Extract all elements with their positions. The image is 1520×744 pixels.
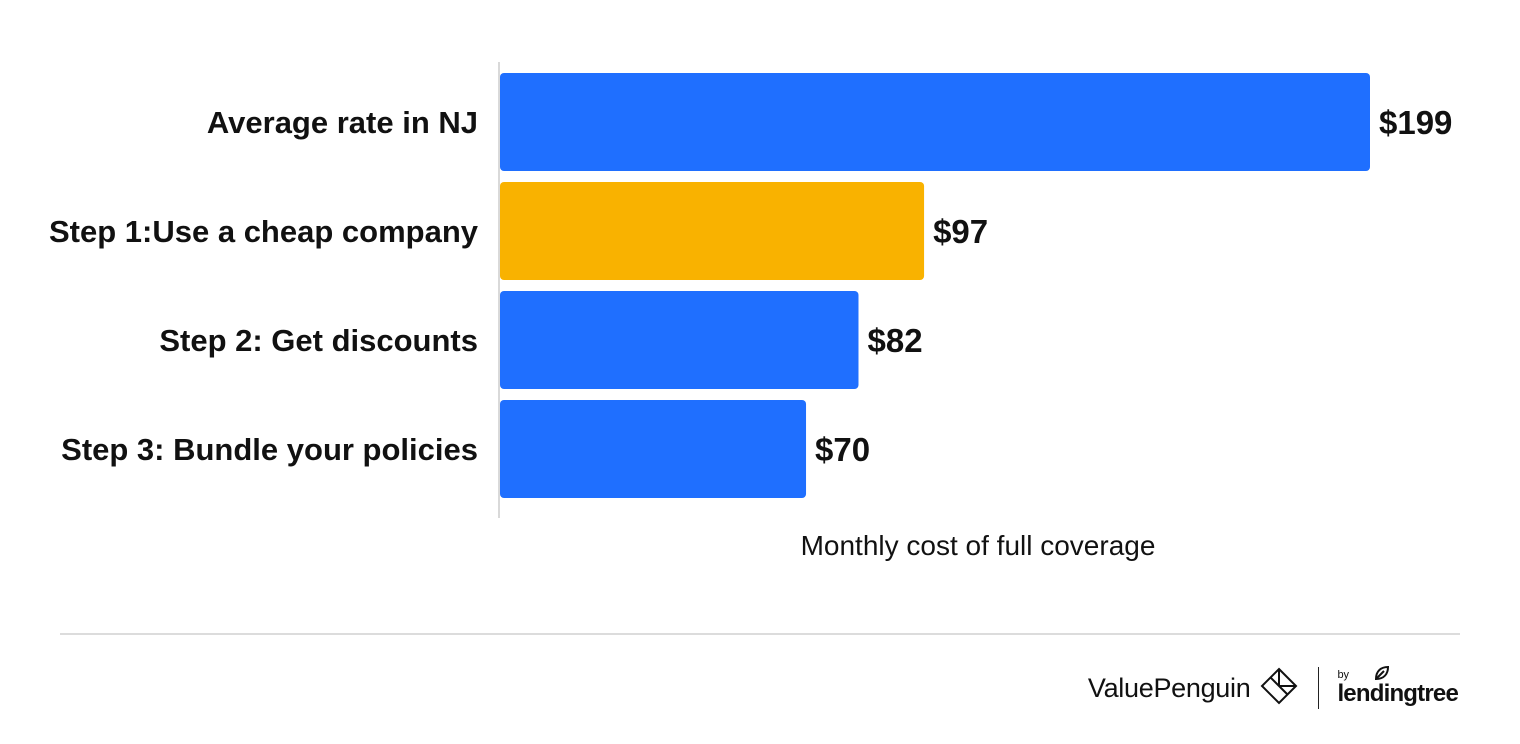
category-label-1: Average rate in NJ [207,105,478,140]
category-label-2: Step 1:Use a cheap company [49,214,479,249]
leaf-icon [1375,665,1390,681]
category-label-4: Step 3: Bundle your policies [61,432,478,467]
brand-divider [1318,667,1320,709]
bar-4 [500,400,807,498]
valuepenguin-diamond-logo-icon [1260,667,1298,710]
partner-logo: by lendingtree [1337,665,1459,707]
value-label-1: $199 [1379,104,1452,141]
category-label-3: Step 2: Get discounts [159,323,478,358]
bar-chart: Average rate in NJ $199 Step 1:Use a cheap… [49,62,1452,561]
value-label-4: $70 [815,431,870,468]
brand-name: ValuePenguin [1087,672,1251,703]
value-label-3: $82 [867,322,922,359]
x-axis-title: Monthly cost of full coverage [801,530,1156,561]
brand-footer: ValuePenguin by lendingtree [1087,664,1459,712]
partner-name: lendingtree [1337,680,1458,707]
labels-group: Average rate in NJ $199 Step 1:Use a cheap… [49,104,1452,468]
bar-3 [500,291,859,389]
bars-group [500,73,1370,498]
partner-prefix: by [1337,669,1350,681]
footer-divider [60,633,1460,635]
value-label-2: $97 [933,213,988,250]
bar-1 [500,73,1370,171]
bar-2 [500,182,925,280]
